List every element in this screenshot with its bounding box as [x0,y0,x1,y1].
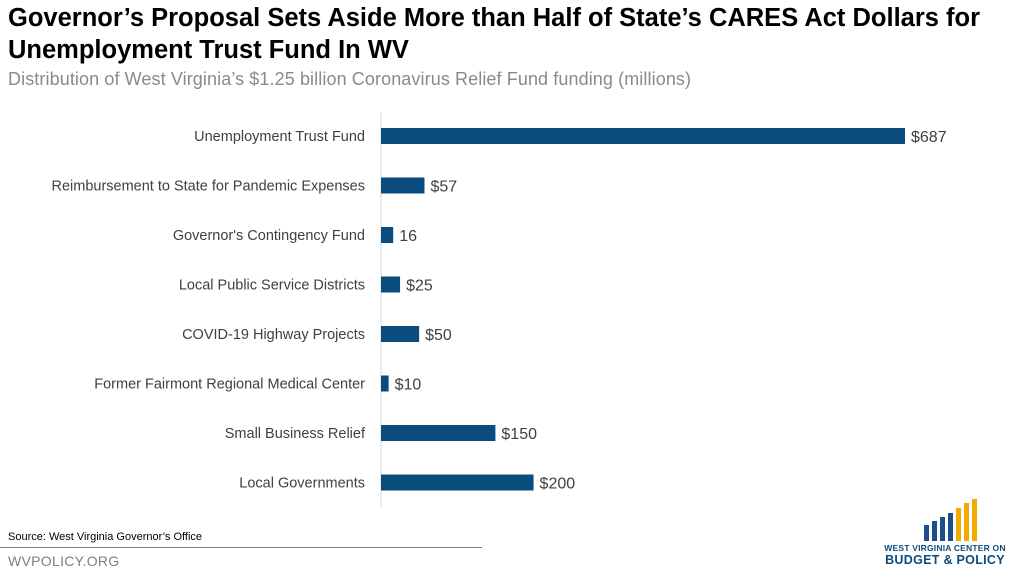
bar-chart: Unemployment Trust Fund $687 Reimbursement… [51,112,947,508]
category-label: Former Fairmont Regional Medical Center [94,377,365,393]
bar [381,474,534,491]
data-label: $50 [425,327,452,344]
category-label: Local Public Service Districts [179,278,365,294]
bar [381,177,425,194]
category-label: COVID-19 Highway Projects [182,327,365,343]
data-label: $687 [911,129,947,146]
website-label: WVPOLICY.ORG [8,553,120,569]
category-label: Small Business Relief [225,426,366,442]
chart-subtitle: Distribution of West Virginia’s $1.25 bi… [8,69,692,89]
category-label: Unemployment Trust Fund [194,129,365,145]
bar [381,128,905,144]
category-label: Governor's Contingency Fund [173,228,365,244]
bar [381,276,401,293]
chart-title: Governor’s Proposal Sets Aside More than… [8,4,981,64]
data-label: $25 [406,278,433,295]
logo-bars-icon [924,499,977,541]
category-label: Local Governments [239,476,365,492]
bar [381,326,420,342]
category-label: Reimbursement to State for Pandemic Expe… [51,179,365,195]
logo-text-line2: BUDGET & POLICY [885,553,1005,567]
data-label: $10 [395,377,422,394]
data-label: $150 [501,426,537,443]
wvcbp-logo: WEST VIRGINIA CENTER ON BUDGET & POLICY [880,499,1010,569]
footer-divider [0,547,482,548]
data-label: 16 [399,228,417,245]
bar [381,425,496,441]
bar [381,375,389,392]
logo-text-line1: WEST VIRGINIA CENTER ON [884,543,1006,553]
source-note: Source: West Virginia Governor’s Office [8,531,203,543]
data-label: $200 [540,476,576,493]
bar [381,227,394,243]
data-label: $57 [430,179,457,196]
